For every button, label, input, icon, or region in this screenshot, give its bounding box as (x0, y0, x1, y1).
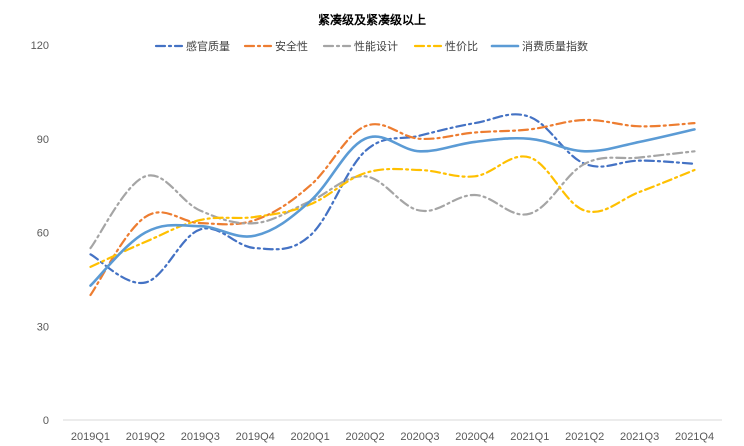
y-tick-label: 120 (31, 40, 49, 52)
series-line-4 (89, 155, 696, 268)
legend-label: 性能设计 (354, 39, 398, 53)
y-tick-label: 30 (37, 321, 49, 333)
legend-label: 消费质量指数 (522, 39, 588, 53)
legend-label: 感官质量 (186, 39, 230, 53)
y-tick-label: 60 (37, 228, 49, 240)
series-layer (89, 113, 696, 297)
series-line-3 (89, 150, 696, 250)
x-tick-label: 2020Q3 (400, 431, 439, 443)
legend: 感官质量 安全性 性能设计 性价比 消费质量指数 (154, 39, 588, 53)
x-tick-label: 2021Q4 (675, 431, 714, 443)
x-tick-label: 2020Q4 (455, 431, 494, 443)
x-tick-label: 2019Q1 (71, 431, 110, 443)
x-tick-label: 2020Q1 (291, 431, 330, 443)
x-axis: 2019Q1 2019Q2 2019Q3 2019Q4 2020Q1 2020Q2 2020… (63, 419, 722, 443)
chart-title: 紧凑级及紧凑级以上 (318, 12, 426, 27)
legend-label: 性价比 (445, 39, 478, 53)
x-tick-label: 2021Q3 (620, 431, 659, 443)
x-tick-label: 2021Q2 (565, 431, 604, 443)
y-axis: 0 30 60 90 120 (31, 40, 49, 427)
x-tick-label: 2020Q2 (345, 431, 384, 443)
y-tick-label: 0 (43, 415, 49, 427)
x-tick-label: 2019Q4 (236, 431, 275, 443)
y-tick-label: 90 (37, 134, 49, 146)
x-tick-label: 2019Q2 (126, 431, 165, 443)
series-line-2 (89, 118, 696, 297)
x-tick-label: 2021Q1 (510, 431, 549, 443)
x-tick-label: 2019Q3 (181, 431, 220, 443)
series-line-5 (89, 128, 696, 287)
legend-label: 安全性 (275, 39, 308, 53)
series-line-1 (89, 113, 696, 284)
